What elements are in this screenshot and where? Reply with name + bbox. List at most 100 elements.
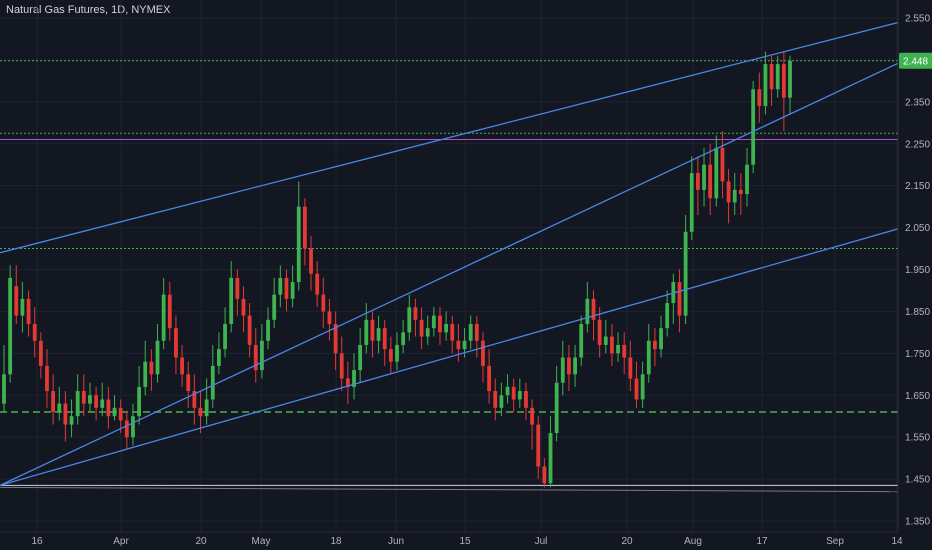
- candle-body: [75, 391, 80, 417]
- candle-body: [702, 164, 706, 190]
- candle-body: [775, 64, 780, 90]
- trendline: [0, 228, 899, 486]
- candle-body: [769, 64, 774, 90]
- candle-body: [284, 277, 289, 299]
- candle-body: [131, 416, 135, 438]
- candle-body: [302, 206, 307, 249]
- candle-body: [548, 432, 553, 484]
- candle-body: [579, 323, 584, 358]
- candle-body: [45, 365, 49, 392]
- candle-body: [720, 147, 725, 182]
- candle-body: [57, 403, 62, 413]
- candle-body: [738, 189, 743, 195]
- time-tick-label: 15: [459, 536, 471, 547]
- candle-body: [38, 340, 43, 366]
- candle-body: [714, 147, 719, 199]
- trendline: [0, 21, 899, 254]
- candle-body: [210, 365, 215, 400]
- candle-body: [456, 340, 461, 350]
- candle-body: [610, 336, 614, 354]
- candle-body: [81, 391, 86, 404]
- time-axis[interactable]: 16 Apr 20 May 18 Jun 15 Jul 20 Aug 17 Sep 14: [0, 531, 932, 550]
- candle-body: [511, 386, 516, 400]
- candle-body: [309, 248, 313, 274]
- candle-body: [683, 231, 688, 316]
- chart-title: Natural Gas Futures, 1D, NYMEX: [6, 4, 171, 16]
- price-tick-label: 1.950: [905, 265, 930, 276]
- candle-body: [260, 340, 264, 371]
- price-tick-label: 1.650: [905, 391, 930, 402]
- price-tick-label: 1.750: [905, 349, 930, 360]
- candle-body: [505, 386, 510, 396]
- candle-body: [474, 323, 479, 341]
- time-tick-label: Apr: [113, 536, 129, 547]
- candle-body: [603, 336, 608, 345]
- candle-body: [757, 89, 762, 107]
- time-tick-label: 14: [891, 536, 903, 547]
- candle-body: [358, 344, 363, 371]
- last-price-tag: 2.448: [899, 52, 932, 69]
- price-tick-label: 2.550: [905, 14, 930, 25]
- candle-body: [665, 303, 670, 329]
- candle-body: [388, 349, 393, 362]
- candle-body: [493, 391, 498, 408]
- last-price-text: 2.448: [903, 56, 928, 67]
- candle-body: [364, 319, 369, 345]
- candle-body: [419, 319, 424, 337]
- candle-body: [425, 328, 430, 337]
- candle-body: [487, 365, 492, 392]
- candle-body: [444, 323, 449, 333]
- time-tick-label: May: [252, 536, 271, 547]
- candle-body: [186, 374, 191, 392]
- candle-body: [223, 323, 227, 350]
- candle-body: [695, 173, 700, 190]
- time-tick-label: Aug: [684, 536, 702, 547]
- candle-body: [112, 407, 117, 417]
- time-axis-bg: [0, 532, 932, 550]
- price-tick-label: 1.450: [905, 475, 930, 486]
- candle-body: [524, 391, 528, 408]
- price-tick-label: 2.050: [905, 223, 930, 234]
- candle-body: [554, 382, 559, 433]
- candle-body: [726, 181, 731, 203]
- candle-body: [788, 60, 792, 98]
- candle-body: [2, 374, 6, 404]
- candle-body: [241, 298, 246, 316]
- candle-body: [51, 391, 56, 413]
- time-tick-label: 17: [756, 536, 768, 547]
- candle-body: [450, 323, 455, 341]
- candle-body: [278, 277, 283, 295]
- candle-body: [137, 386, 141, 417]
- price-tick-label: 1.850: [905, 307, 930, 318]
- trendlines[interactable]: [0, 21, 899, 486]
- candle-body: [14, 286, 19, 316]
- candle-body: [266, 319, 270, 341]
- candle-body: [100, 399, 105, 408]
- candle-body: [468, 323, 473, 341]
- candle-body: [174, 328, 178, 358]
- candle-body: [395, 344, 399, 362]
- candle-body: [20, 298, 25, 316]
- price-tick-label: 1.550: [905, 433, 930, 444]
- time-tick-label: 16: [31, 536, 43, 547]
- candle-body: [88, 395, 92, 404]
- candle-body: [376, 328, 381, 341]
- candle-body: [32, 323, 37, 341]
- candle-body: [616, 344, 620, 354]
- candle-body: [272, 294, 277, 320]
- candle-body: [94, 395, 99, 408]
- candle-body: [763, 64, 768, 107]
- candle-body: [315, 273, 320, 295]
- candle-body: [745, 164, 749, 195]
- candle-body: [499, 395, 504, 408]
- candle-body: [370, 319, 375, 341]
- trendline: [0, 62, 899, 486]
- candle-body: [597, 319, 602, 345]
- price-axis[interactable]: 2.5502.4502.3502.2502.1502.0501.9501.850…: [897, 0, 932, 550]
- candle-body: [431, 315, 436, 329]
- candle-body: [646, 340, 651, 375]
- time-tick-label: 20: [195, 536, 207, 547]
- candle-body: [407, 307, 412, 333]
- candle-body: [229, 277, 234, 324]
